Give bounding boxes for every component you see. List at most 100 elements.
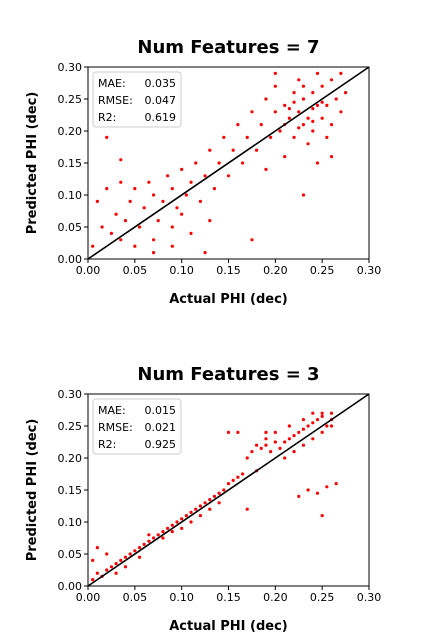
data-point bbox=[301, 84, 306, 88]
data-point bbox=[283, 103, 287, 107]
data-point bbox=[297, 78, 301, 82]
stat-value: 0.925 bbox=[145, 438, 177, 451]
data-point bbox=[180, 526, 184, 531]
data-point bbox=[325, 424, 329, 428]
data-point bbox=[105, 552, 109, 556]
data-point bbox=[156, 219, 160, 223]
data-point bbox=[273, 71, 277, 75]
data-point bbox=[198, 514, 202, 518]
data-point bbox=[311, 107, 315, 111]
data-point bbox=[123, 555, 128, 559]
data-point bbox=[311, 421, 315, 425]
data-point bbox=[137, 225, 142, 229]
data-point bbox=[95, 571, 99, 575]
data-point bbox=[222, 135, 226, 139]
data-point bbox=[147, 533, 151, 537]
data-point bbox=[236, 430, 240, 434]
x-tick-label: 0.30 bbox=[357, 264, 382, 277]
data-point bbox=[311, 437, 315, 441]
data-point bbox=[208, 148, 212, 152]
data-point bbox=[170, 187, 174, 191]
data-point bbox=[189, 510, 193, 514]
y-tick-label: 0.15 bbox=[58, 484, 83, 497]
data-point bbox=[137, 546, 142, 550]
y-tick-label: 0.30 bbox=[58, 61, 83, 74]
y-tick-label: 0.00 bbox=[58, 580, 83, 593]
data-point bbox=[278, 129, 282, 133]
data-point bbox=[269, 450, 273, 454]
data-point bbox=[194, 161, 198, 165]
data-point bbox=[315, 161, 320, 165]
data-point bbox=[203, 251, 207, 255]
data-point bbox=[306, 424, 310, 428]
data-point bbox=[339, 110, 343, 114]
data-point bbox=[151, 251, 156, 255]
data-point bbox=[166, 174, 170, 178]
data-point bbox=[166, 526, 170, 531]
stat-value: 0.619 bbox=[145, 111, 177, 124]
data-point bbox=[147, 539, 151, 543]
x-tick-label: 0.30 bbox=[357, 591, 382, 604]
stat-label: R2: bbox=[98, 111, 116, 124]
data-point bbox=[250, 450, 254, 454]
data-point bbox=[151, 536, 156, 540]
data-point bbox=[320, 430, 324, 434]
data-point bbox=[306, 488, 310, 492]
data-point bbox=[208, 498, 212, 502]
data-point bbox=[119, 180, 123, 184]
data-point bbox=[180, 517, 184, 521]
data-point bbox=[133, 244, 137, 248]
data-point bbox=[128, 199, 132, 203]
y-tick-label: 0.30 bbox=[58, 388, 83, 401]
data-point bbox=[212, 187, 217, 191]
data-point bbox=[250, 238, 254, 242]
y-tick-label: 0.00 bbox=[58, 253, 83, 266]
data-point bbox=[198, 199, 202, 203]
data-point bbox=[329, 155, 334, 159]
data-point bbox=[301, 97, 306, 101]
data-point bbox=[240, 161, 245, 165]
stat-label: MAE: bbox=[98, 77, 126, 90]
data-point bbox=[226, 430, 231, 434]
y-tick-label: 0.05 bbox=[58, 221, 83, 234]
data-point bbox=[100, 225, 104, 229]
data-point bbox=[320, 411, 324, 415]
data-point bbox=[264, 97, 268, 101]
stat-label: MAE: bbox=[98, 404, 126, 417]
data-point bbox=[133, 187, 137, 191]
data-point bbox=[170, 530, 174, 534]
data-point bbox=[287, 116, 291, 120]
data-point bbox=[142, 542, 146, 547]
y-tick-label: 0.15 bbox=[58, 157, 83, 170]
data-point bbox=[297, 494, 301, 498]
data-point bbox=[329, 411, 334, 415]
data-point bbox=[283, 456, 287, 460]
data-point bbox=[123, 565, 128, 569]
data-point bbox=[147, 180, 151, 184]
data-point bbox=[105, 568, 109, 572]
y-tick-label: 0.05 bbox=[58, 548, 83, 561]
data-point bbox=[114, 212, 118, 216]
x-tick-label: 0.25 bbox=[310, 591, 335, 604]
data-point bbox=[311, 411, 315, 415]
x-tick-label: 0.10 bbox=[169, 591, 194, 604]
data-point bbox=[189, 520, 193, 524]
data-point bbox=[151, 238, 156, 242]
data-point bbox=[114, 562, 118, 566]
data-point bbox=[91, 578, 95, 582]
x-tick-label: 0.05 bbox=[123, 264, 148, 277]
y-tick-label: 0.25 bbox=[58, 420, 83, 433]
data-point bbox=[292, 450, 296, 454]
data-point bbox=[325, 103, 329, 107]
data-point bbox=[329, 424, 334, 428]
x-tick-label: 0.00 bbox=[76, 264, 101, 277]
data-point bbox=[297, 430, 301, 434]
data-point bbox=[231, 478, 235, 482]
data-point bbox=[297, 110, 301, 114]
y-tick-label: 0.25 bbox=[58, 93, 83, 106]
data-point bbox=[189, 231, 193, 235]
data-point bbox=[151, 193, 156, 197]
data-point bbox=[259, 123, 263, 127]
data-point bbox=[297, 126, 301, 130]
data-point bbox=[306, 142, 310, 146]
